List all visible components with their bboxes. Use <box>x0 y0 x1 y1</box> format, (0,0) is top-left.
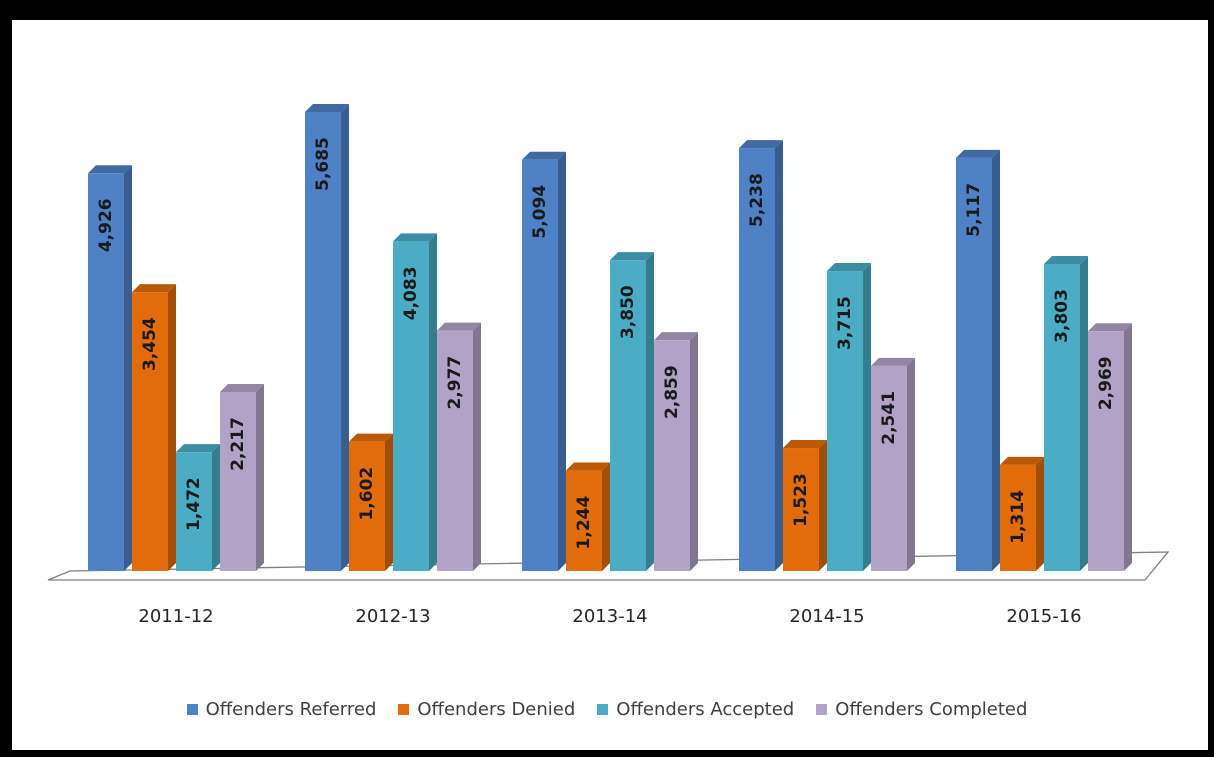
data-label: 3,803 <box>1052 289 1072 343</box>
bar-side-face <box>212 444 220 571</box>
bar-side-face <box>256 384 264 571</box>
legend-swatch <box>398 704 409 715</box>
category-label: 2015-16 <box>1006 606 1081 627</box>
data-label: 2,977 <box>445 356 465 410</box>
bar-side-face <box>819 440 827 571</box>
data-label: 4,926 <box>96 198 116 252</box>
legend-label: Offenders Completed <box>835 699 1027 720</box>
legend-item: Offenders Referred <box>187 699 377 720</box>
bar-side-face <box>1080 256 1088 571</box>
bar-offenders-completed-2014-15 <box>871 358 915 571</box>
legend-item: Offenders Accepted <box>597 699 794 720</box>
data-label: 5,685 <box>313 137 333 191</box>
bar-side-face <box>690 332 698 571</box>
chart-legend: Offenders Referred Offenders Denied Offend… <box>0 694 1214 724</box>
bar-side-face <box>473 323 481 571</box>
bar-side-face <box>558 152 566 571</box>
data-label: 5,094 <box>530 185 550 239</box>
legend-label: Offenders Accepted <box>616 699 794 720</box>
legend-swatch <box>187 704 198 715</box>
bar-side-face <box>341 104 349 571</box>
category-label: 2011-12 <box>138 606 213 627</box>
category-label: 2012-13 <box>355 606 430 627</box>
data-label: 3,850 <box>618 285 638 339</box>
bar-side-face <box>429 233 437 571</box>
bar-side-face <box>385 434 393 571</box>
data-label: 5,238 <box>747 173 767 227</box>
data-label: 1,602 <box>357 467 377 521</box>
data-label: 2,969 <box>1096 356 1116 410</box>
data-label: 3,454 <box>140 317 160 371</box>
bar-offenders-completed-2011-12 <box>220 384 264 571</box>
legend-item: Offenders Completed <box>816 699 1027 720</box>
legend-item: Offenders Denied <box>398 699 575 720</box>
data-label: 1,314 <box>1008 490 1028 544</box>
bar-side-face <box>775 140 783 571</box>
category-label: 2014-15 <box>789 606 864 627</box>
bar-side-face <box>602 463 610 571</box>
data-label: 2,541 <box>879 391 899 445</box>
data-label: 4,083 <box>401 266 421 320</box>
data-label: 1,472 <box>184 477 204 531</box>
bar-side-face <box>124 165 132 571</box>
bar-side-face <box>1036 457 1044 571</box>
data-label: 1,523 <box>791 473 811 527</box>
legend-swatch <box>597 704 608 715</box>
bar-side-face <box>992 150 1000 571</box>
data-label: 2,217 <box>228 417 248 471</box>
legend-swatch <box>816 704 827 715</box>
bar-side-face <box>1124 323 1132 571</box>
bar-side-face <box>646 252 654 571</box>
legend-label: Offenders Denied <box>417 699 575 720</box>
data-label: 3,715 <box>835 296 855 350</box>
bar-side-face <box>168 284 176 571</box>
category-label: 2013-14 <box>572 606 647 627</box>
data-label: 5,117 <box>964 183 984 237</box>
data-label: 2,859 <box>662 365 682 419</box>
bar-side-face <box>863 263 871 571</box>
data-label: 1,244 <box>574 496 594 550</box>
bar-side-face <box>907 358 915 571</box>
legend-label: Offenders Referred <box>206 699 377 720</box>
